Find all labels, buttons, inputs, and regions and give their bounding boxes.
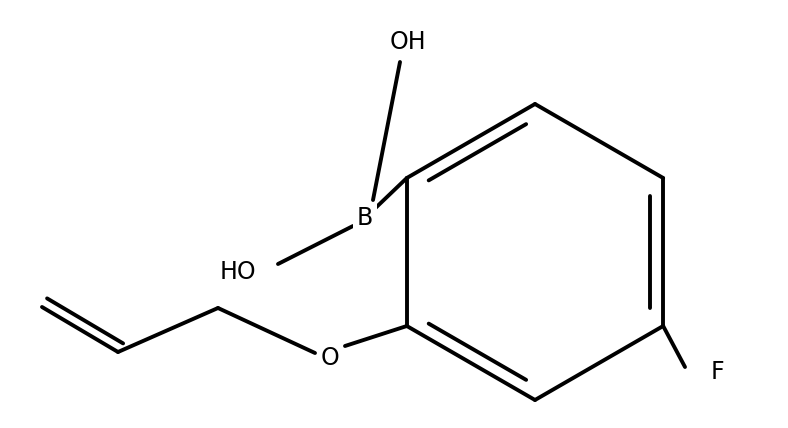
Text: OH: OH	[390, 30, 426, 54]
Text: O: O	[321, 346, 340, 370]
Text: HO: HO	[220, 260, 256, 284]
Text: B: B	[357, 206, 374, 230]
Text: F: F	[710, 360, 724, 384]
